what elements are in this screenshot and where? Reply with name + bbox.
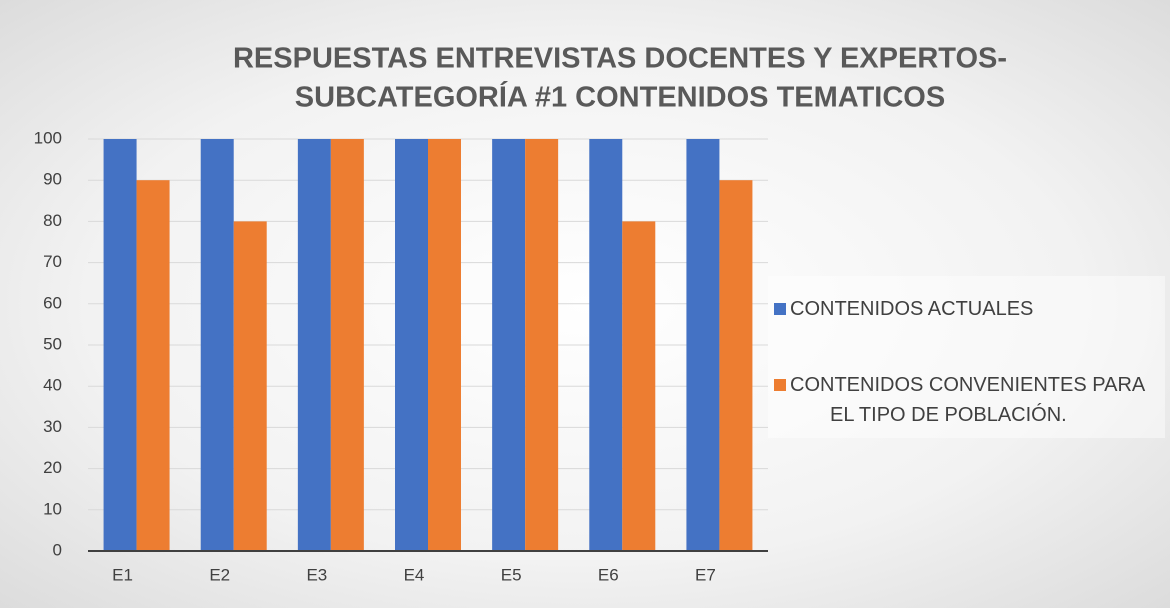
y-tick-label: 70 bbox=[43, 252, 62, 271]
legend-item: CONTENIDOS CONVENIENTES PARA EL TIPO DE … bbox=[774, 370, 1159, 430]
chart-title: RESPUESTAS ENTREVISTAS DOCENTES Y EXPERT… bbox=[233, 43, 1007, 75]
x-tick-label: E2 bbox=[209, 565, 230, 584]
bar bbox=[428, 139, 461, 551]
y-tick-label: 60 bbox=[43, 293, 62, 312]
bar bbox=[136, 180, 170, 551]
y-tick-label: 40 bbox=[43, 376, 62, 395]
legend: CONTENIDOS ACTUALES CONTENIDOS CONVENIENT… bbox=[768, 276, 1165, 438]
x-tick-label: E4 bbox=[404, 565, 425, 584]
bar bbox=[233, 221, 267, 551]
y-tick-label: 100 bbox=[34, 128, 62, 147]
y-tick-label: 0 bbox=[53, 540, 62, 559]
bar bbox=[589, 139, 623, 551]
bar bbox=[395, 139, 428, 551]
legend-swatch bbox=[774, 379, 786, 391]
legend-swatch bbox=[774, 303, 786, 315]
y-tick-label: 30 bbox=[43, 417, 62, 436]
bar bbox=[330, 139, 364, 551]
x-tick-label: E7 bbox=[695, 565, 716, 584]
y-tick-label: 80 bbox=[43, 211, 62, 230]
y-tick-label: 50 bbox=[43, 334, 62, 353]
x-tick-label: E5 bbox=[501, 565, 522, 584]
chart-title: SUBCATEGORÍA #1 CONTENIDOS TEMATICOS bbox=[295, 80, 945, 114]
x-tick-label: E1 bbox=[112, 565, 133, 584]
bar bbox=[297, 139, 331, 551]
bar bbox=[103, 139, 137, 551]
legend-label: CONTENIDOS CONVENIENTES PARA EL TIPO DE … bbox=[790, 374, 1145, 426]
x-tick-label: E6 bbox=[598, 565, 619, 584]
y-tick-label: 20 bbox=[43, 458, 62, 477]
y-tick-label: 90 bbox=[43, 170, 62, 189]
y-tick-label: 10 bbox=[43, 499, 62, 518]
bar bbox=[719, 180, 753, 551]
bar bbox=[622, 221, 656, 551]
legend-item: CONTENIDOS ACTUALES bbox=[774, 294, 1159, 324]
bar bbox=[200, 139, 234, 551]
legend-label: CONTENIDOS ACTUALES bbox=[790, 298, 1034, 320]
bar bbox=[686, 139, 720, 551]
bar bbox=[492, 139, 526, 551]
x-tick-label: E3 bbox=[306, 565, 327, 584]
bar bbox=[525, 139, 559, 551]
